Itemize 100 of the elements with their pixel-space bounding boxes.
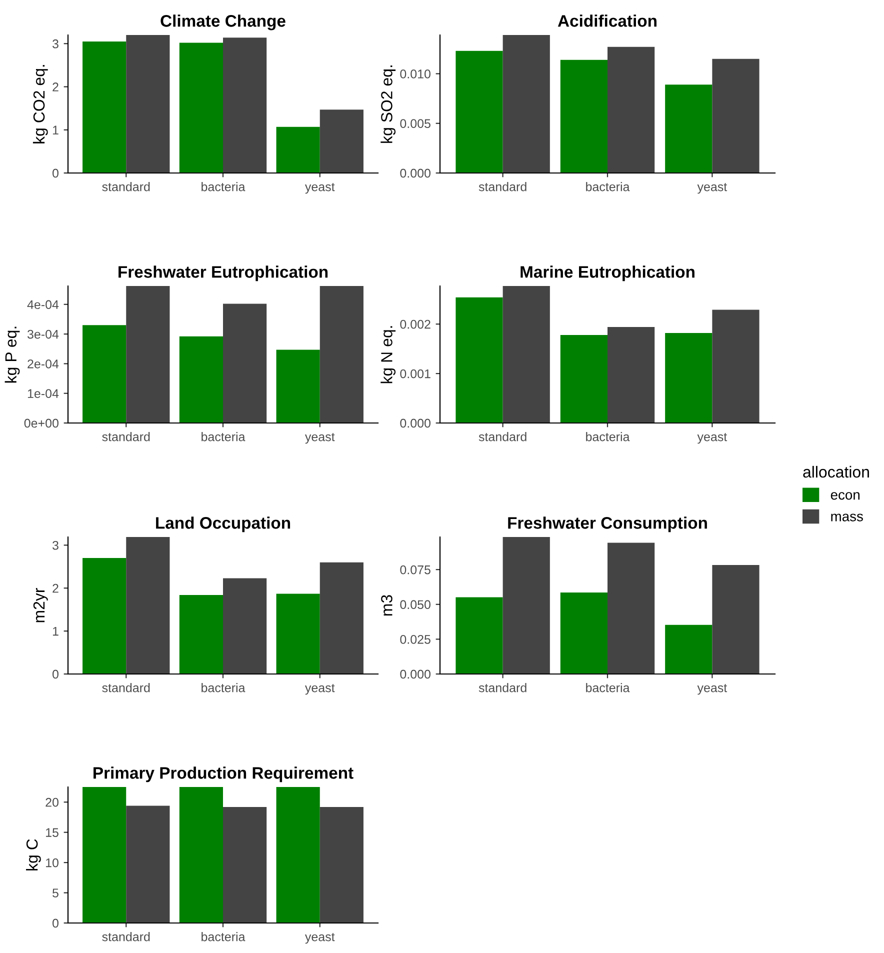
bar (82, 41, 126, 173)
y-tick-label: 0.050 (400, 600, 430, 610)
legend-label: mass (831, 514, 863, 522)
chart-title: Acidification (558, 14, 656, 27)
bar (560, 334, 608, 423)
bar (126, 537, 170, 674)
bar (456, 597, 503, 674)
bar (223, 578, 267, 674)
bar (276, 350, 320, 423)
bar (82, 787, 126, 923)
y-tick-label: 15 (46, 828, 58, 837)
legend-label: econ (830, 492, 860, 500)
y-tick-label: 2 (52, 584, 58, 593)
y-tick-label: 0.000 (400, 670, 430, 679)
y-tick-label: 0.005 (400, 119, 430, 128)
y-tick-label: 0 (52, 918, 58, 928)
bar (276, 126, 320, 173)
y-tick-label: 0.001 (400, 369, 430, 378)
x-tick-label: standard (478, 182, 526, 192)
chart-title: Freshwater Eutrophication (118, 266, 328, 282)
x-tick-label: bacteria (202, 932, 246, 942)
y-tick-label: 3 (52, 540, 58, 550)
chart-title: Primary Production Requirement (94, 766, 354, 782)
x-tick-label: standard (102, 182, 150, 192)
chart-title: Land Occupation (156, 516, 290, 532)
bar (126, 35, 170, 173)
chart-title: Climate Change (160, 14, 286, 30)
x-tick-label: bacteria (586, 683, 630, 692)
bar (456, 50, 503, 173)
bar (502, 35, 550, 173)
y-axis-title: kg P eq. (4, 326, 20, 383)
x-tick-label: standard (478, 432, 526, 442)
y-tick-label: 4e-04 (27, 300, 59, 310)
x-tick-label: yeast (304, 684, 335, 695)
bar (223, 38, 267, 173)
x-tick-label: bacteria (586, 182, 630, 192)
x-tick-label: standard (478, 683, 526, 692)
y-axis-title: kg SO2 eq. (380, 66, 396, 143)
bar (82, 325, 126, 423)
bar (276, 787, 320, 923)
y-tick-label: 10 (46, 858, 58, 868)
bar (560, 60, 608, 173)
bar (712, 310, 760, 423)
x-tick-label: standard (102, 683, 150, 692)
bar (126, 286, 170, 423)
y-axis-title: kg N eq. (380, 326, 396, 384)
bar (179, 594, 223, 674)
y-tick-label: 0.000 (400, 168, 430, 178)
x-tick-label: bacteria (202, 683, 246, 692)
bar (82, 558, 126, 674)
y-axis-title: kg C (26, 839, 41, 870)
bar (712, 564, 760, 674)
bar (320, 286, 364, 423)
bar (126, 806, 170, 923)
y-tick-label: 3e-04 (27, 330, 59, 339)
y-tick-label: 0.025 (400, 634, 430, 644)
bar (712, 58, 760, 173)
legend-title: allocation (803, 466, 869, 478)
y-tick-label: 1 (52, 126, 58, 134)
x-tick-label: yeast (697, 433, 728, 444)
y-axis-title: m2yr (33, 588, 48, 622)
y-tick-label: 3 (52, 39, 58, 48)
y-tick-label: 0 (52, 670, 58, 679)
bar (320, 806, 364, 923)
x-tick-label: bacteria (586, 432, 630, 442)
y-tick-label: 1 (52, 626, 58, 636)
bar (179, 787, 223, 923)
bar (665, 332, 712, 423)
y-tick-label: 0.075 (400, 565, 430, 574)
y-tick-label: 2e-04 (28, 359, 59, 368)
y-tick-label: 2 (52, 82, 58, 92)
bar (320, 110, 364, 173)
y-axis-title: m3 (381, 595, 392, 616)
x-tick-label: bacteria (202, 182, 246, 192)
y-tick-label: 20 (46, 798, 58, 807)
y-tick-label: 0.000 (400, 418, 430, 428)
bar (502, 286, 550, 423)
bar (320, 562, 364, 674)
bar (223, 806, 267, 923)
x-tick-label: yeast (697, 183, 728, 194)
x-tick-label: yeast (304, 433, 335, 444)
x-tick-label: standard (102, 932, 150, 942)
y-axis-title: kg CO2 eq. (32, 65, 48, 144)
x-tick-label: yeast (697, 684, 728, 695)
bar (502, 537, 550, 674)
bar (608, 46, 655, 173)
x-tick-label: yeast (304, 183, 335, 194)
y-tick-label: 1e-04 (28, 389, 59, 398)
y-tick-label: 5 (52, 888, 58, 898)
x-tick-label: yeast (304, 933, 335, 944)
bar (665, 624, 712, 674)
y-tick-label: 0.010 (400, 70, 430, 78)
y-tick-label: 0e+00 (24, 418, 58, 428)
bar (456, 297, 503, 423)
bar (276, 594, 320, 674)
x-tick-label: standard (102, 432, 150, 442)
y-tick-label: 0 (52, 168, 58, 178)
chart-title: Freshwater Consumption (508, 516, 707, 532)
y-tick-label: 0.002 (400, 320, 430, 329)
bar (665, 84, 712, 173)
